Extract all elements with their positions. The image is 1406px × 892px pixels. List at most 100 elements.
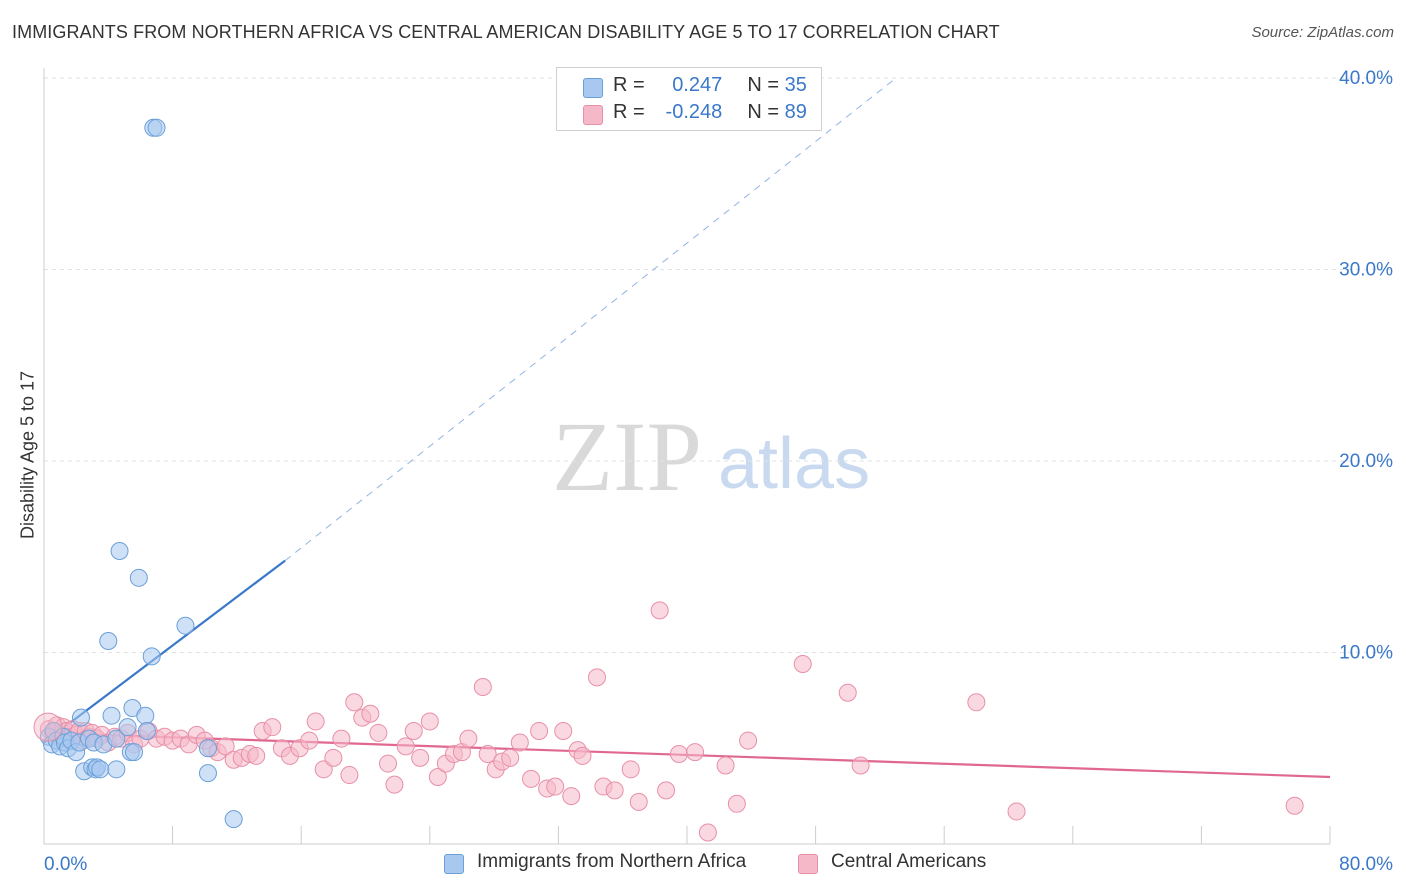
point-northern-africa [102,706,121,725]
point-northern-africa [198,739,217,758]
correlation-legend: R = 0.247 N = 35 R = -0.248 N = 89 [556,67,822,131]
point-northern-africa [99,632,118,651]
point-central-americans [216,737,235,756]
r-label: R = [613,101,645,123]
point-northern-africa [91,760,110,779]
r-value: -0.248 [665,101,723,123]
point-central-americans [510,733,529,752]
point-central-americans [263,718,282,737]
bottom-legend-swatch-blue [444,854,464,874]
n-label: N = [747,74,780,96]
point-central-americans [300,731,319,750]
watermark-atlas: atlas [718,424,870,504]
point-central-americans [530,722,549,741]
point-northern-africa [198,764,217,783]
point-central-americans [345,693,364,712]
y-tick-label: 10.0% [1339,643,1393,664]
source-label: Source: ZipAtlas.com [1251,24,1394,41]
point-central-americans [459,729,478,748]
point-central-americans [698,823,717,842]
point-central-americans [793,654,812,673]
point-central-americans [314,760,333,779]
n-value: 35 [784,74,807,96]
point-northern-africa [136,706,155,725]
point-central-americans [411,748,430,767]
point-central-americans [396,737,415,756]
point-central-americans [306,712,325,731]
axes [43,68,1331,845]
x-tick-label: 0.0% [44,854,87,875]
point-northern-africa [142,647,161,666]
watermark: ZIP atlas [552,401,870,512]
point-central-americans [686,743,705,762]
point-northern-africa [107,760,126,779]
point-northern-africa [224,810,243,829]
legend-swatch-blue [583,78,603,98]
point-central-americans [379,754,398,773]
point-central-americans [324,748,343,767]
data-points [33,118,1304,842]
tick-labels: 10.0% 20.0% 30.0% 40.0% 0.0% 80.0% [44,68,1393,875]
point-central-americans [562,787,581,806]
point-northern-africa [125,743,144,762]
point-northern-africa [137,722,156,741]
watermark-zip: ZIP [552,401,702,512]
point-central-americans [404,722,423,741]
point-northern-africa [107,729,126,748]
point-central-americans [33,712,63,742]
point-central-americans [1285,796,1304,815]
y-tick-label: 40.0% [1339,68,1393,89]
point-central-americans [473,677,492,696]
point-central-americans [478,744,497,763]
chart-title: IMMIGRANTS FROM NORTHERN AFRICA VS CENTR… [12,22,1000,42]
point-central-americans [340,766,359,785]
point-central-americans [650,601,669,620]
point-central-americans [838,683,857,702]
point-central-americans [522,769,541,788]
point-central-americans [739,731,758,750]
r-label: R = [613,74,645,96]
point-central-americans [573,746,592,765]
point-central-americans [369,723,388,742]
point-central-americans [361,704,380,723]
point-central-americans [605,781,624,800]
point-central-americans [420,712,439,731]
point-central-americans [501,748,520,767]
point-central-americans [669,744,688,763]
point-central-americans [629,792,648,811]
point-central-americans [554,722,573,741]
point-northern-africa [118,718,137,737]
point-central-americans [385,775,404,794]
point-central-americans [851,756,870,775]
point-central-americans [587,668,606,687]
n-label: N = [747,101,780,123]
point-central-americans [546,777,565,796]
point-central-americans [428,767,447,786]
point-central-americans [247,746,266,765]
point-central-americans [621,760,640,779]
point-northern-africa [129,568,148,587]
legend-swatch-pink [583,105,603,125]
point-central-americans [727,794,746,813]
x-tick-label: 80.0% [1339,854,1393,875]
point-central-americans [716,756,735,775]
point-northern-africa [176,616,195,635]
bottom-legend-label: Immigrants from Northern Africa [477,851,747,872]
bottom-legend-swatch-pink [798,854,818,874]
legend-text: R = -0.248 N = 89 [613,101,807,124]
point-central-americans [657,781,676,800]
y-tick-label: 30.0% [1339,260,1393,281]
point-central-americans [967,693,986,712]
y-tick-label: 20.0% [1339,451,1393,472]
point-central-americans [1007,802,1026,821]
grid-lines [44,77,1392,653]
point-central-americans [332,729,351,748]
n-value: 89 [784,101,807,123]
legend-text: R = 0.247 N = 35 [613,74,807,97]
r-value: 0.247 [672,74,723,96]
bottom-legend-label: Central Americans [831,851,987,872]
point-northern-africa [71,708,90,727]
point-northern-africa [110,542,129,561]
point-northern-africa [147,118,166,137]
